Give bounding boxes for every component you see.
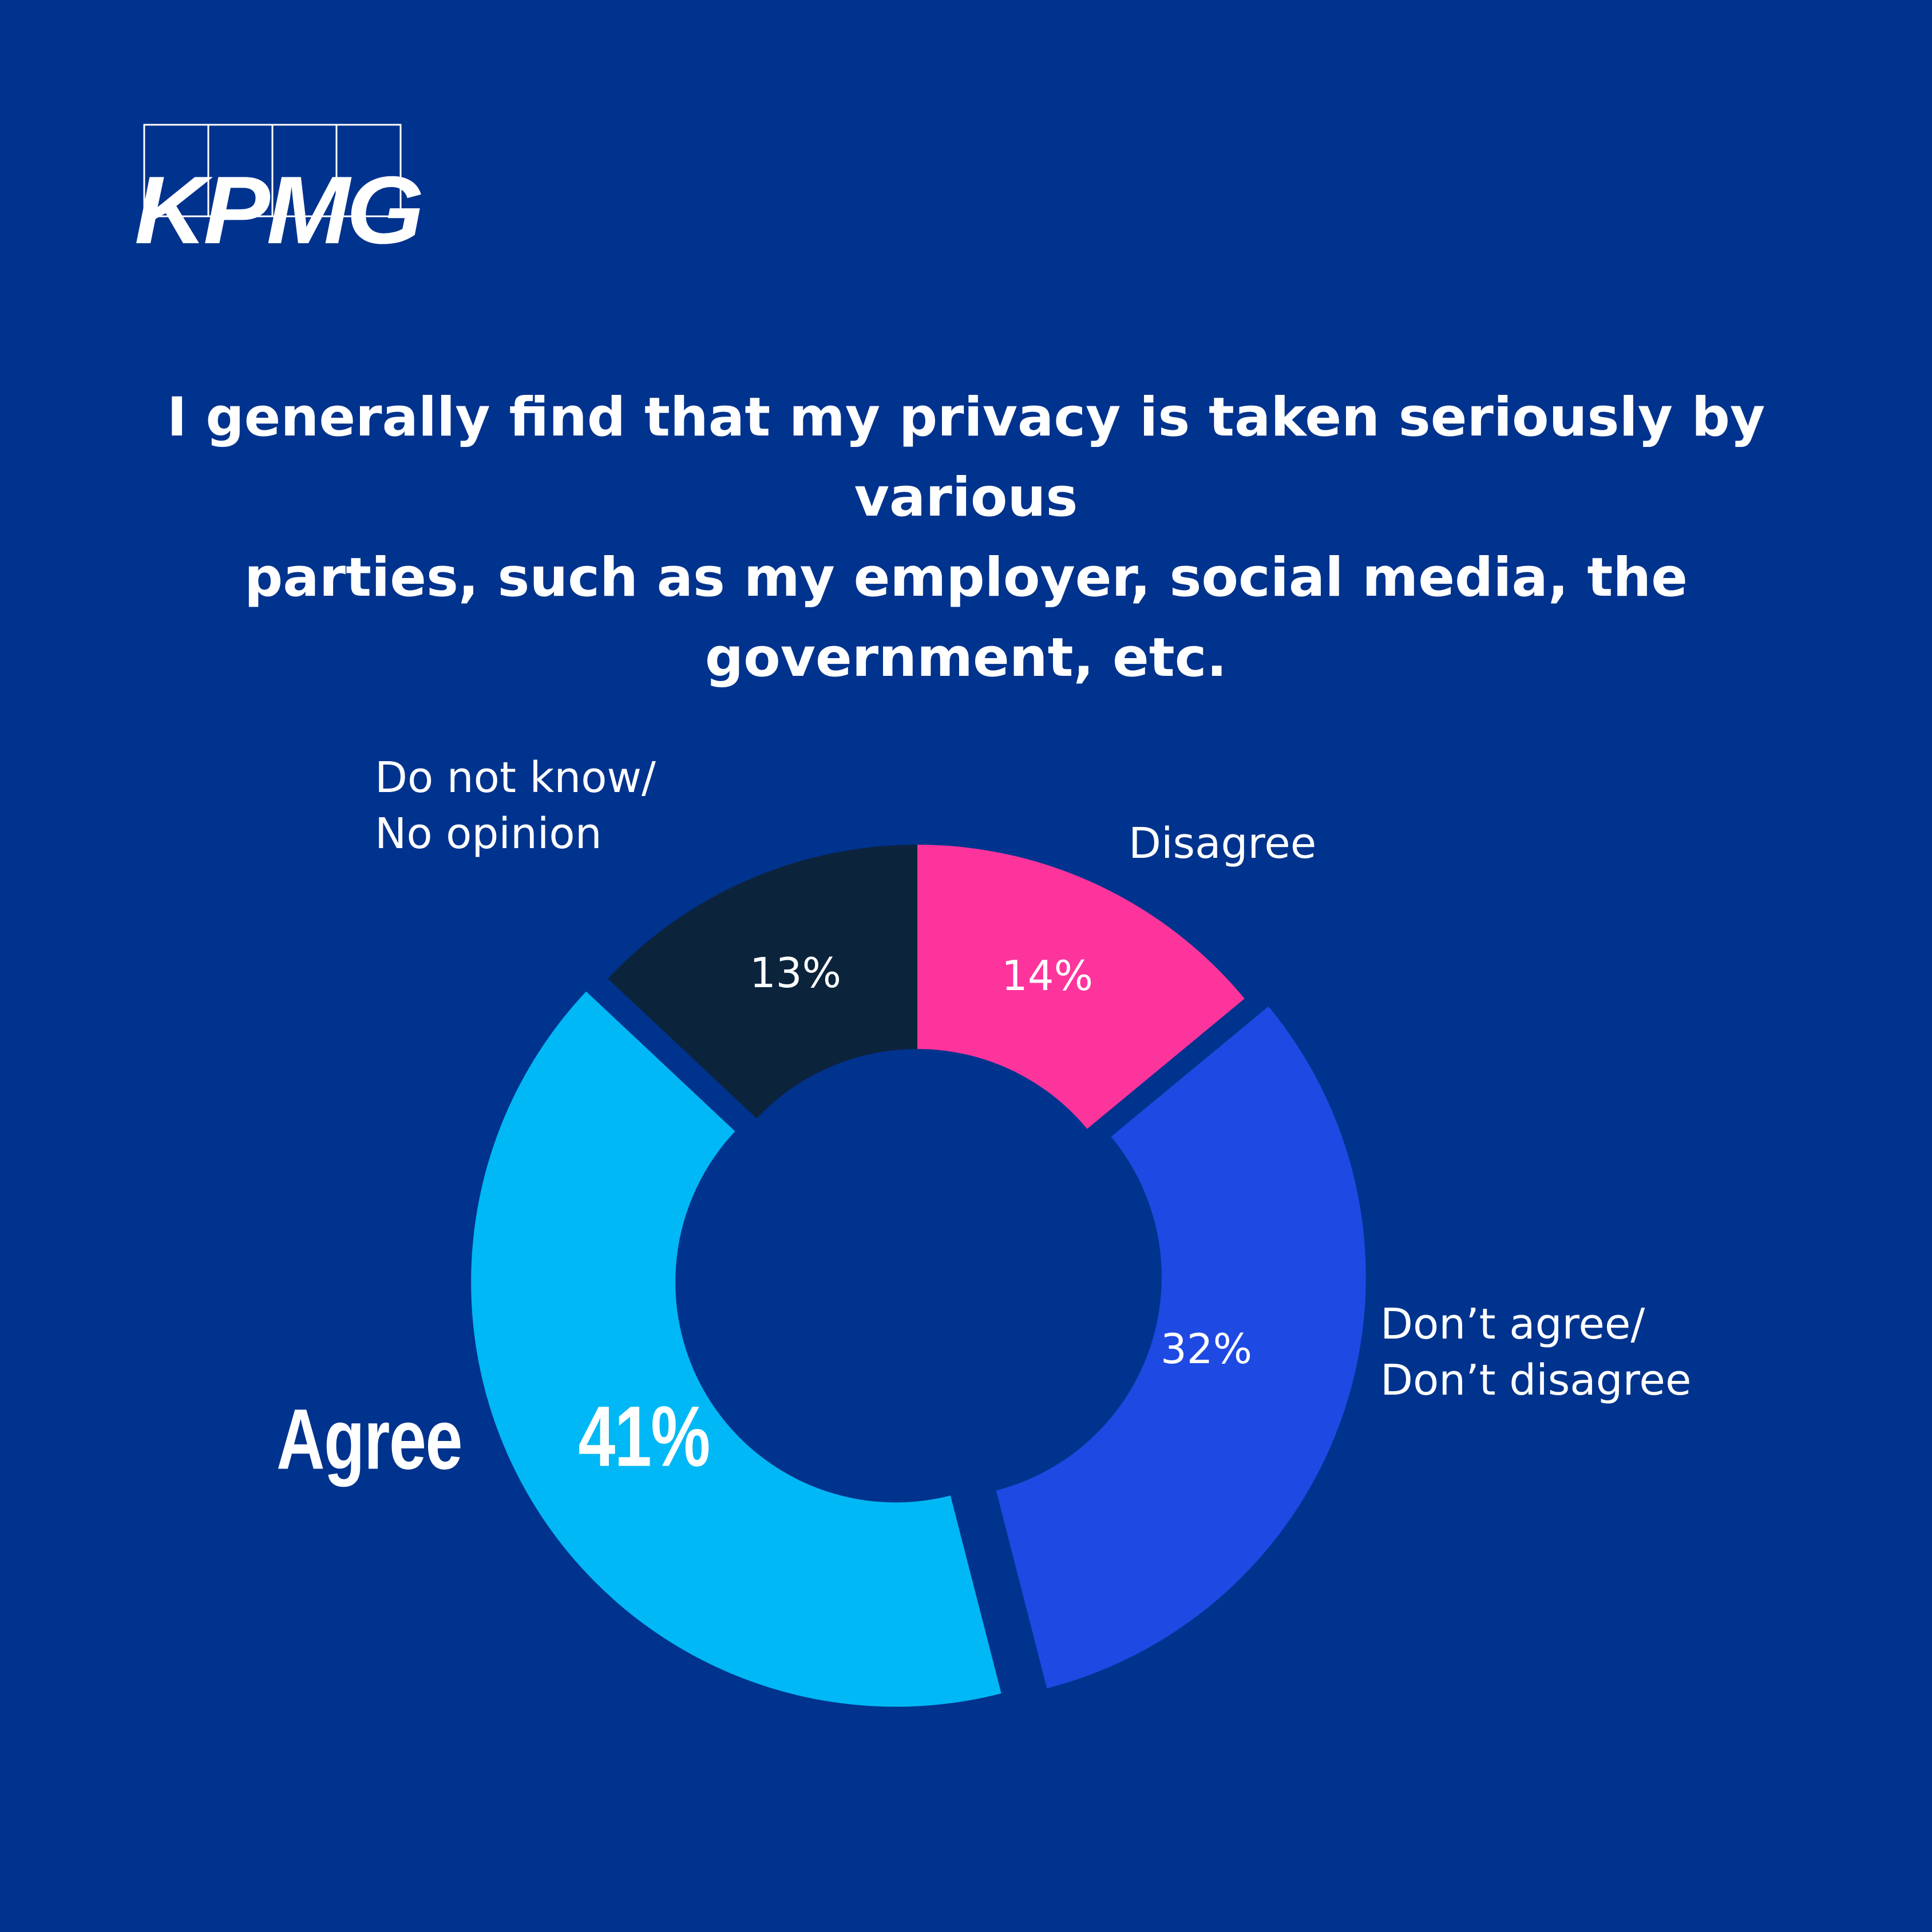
slice-dont-agree-dont-disagree [996, 1006, 1366, 1689]
label-disagree: Disagree [1129, 819, 1317, 868]
value-label-do-not-know: 13% [749, 949, 842, 997]
title-line: parties, such as my employer, social med… [244, 547, 1688, 609]
slice-agree [471, 991, 1001, 1707]
label-agree: Agree [276, 1391, 462, 1487]
label-dont-agree-dont-disagree: Don’t agree/ Don’t disagree [1380, 1300, 1692, 1405]
value-label-agree: 41% [578, 1388, 710, 1484]
label-do-not-know: Do not know/ No opinion [375, 753, 656, 858]
svg-text:KPMG: KPMG [134, 156, 421, 249]
slice-disagree [917, 845, 1245, 1129]
value-label-dont-agree: 32% [1160, 1325, 1253, 1373]
value-label-disagree: 14% [1001, 952, 1094, 1000]
slice-do-not-know [608, 845, 917, 1119]
title-line: I generally find that my privacy is take… [167, 386, 1765, 529]
title-line: government, etc. [704, 627, 1228, 689]
kpmg-logo: KPMG [134, 124, 425, 249]
chart-title: I generally find that my privacy is take… [86, 378, 1846, 698]
